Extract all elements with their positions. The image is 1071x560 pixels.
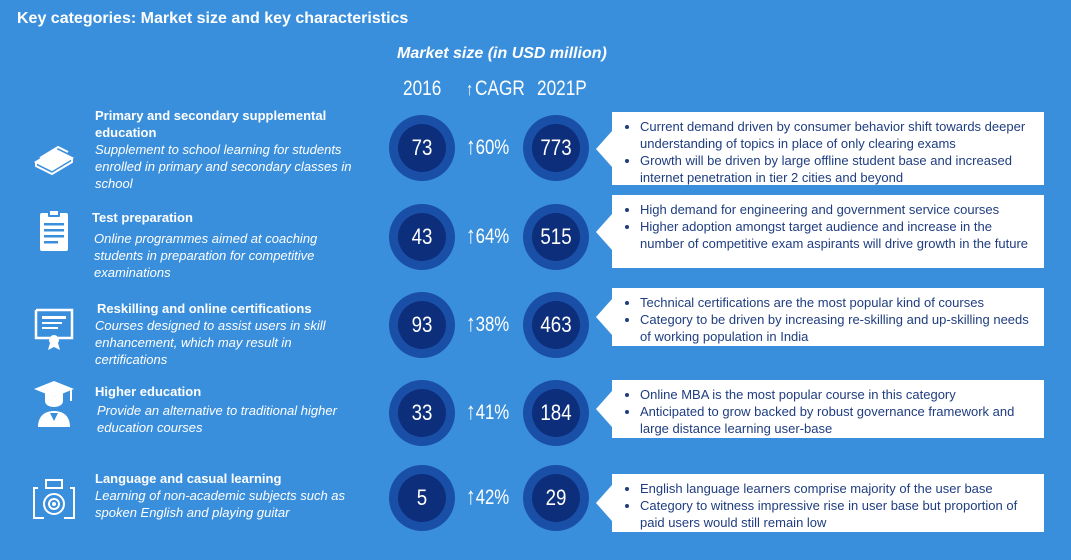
column-2021p: 2021P (537, 77, 587, 100)
value-2016-circle: 93 (389, 292, 455, 358)
category-row: Primary and secondary supplemental educa… (0, 107, 1071, 197)
up-arrow-icon: ↑ (466, 222, 476, 249)
value-2021: 29 (545, 485, 567, 510)
cagr-value: ↑42% (466, 483, 509, 511)
cagr-text: 38% (475, 313, 510, 336)
category-description: Online programmes aimed at coaching stud… (94, 231, 318, 280)
column-cagr-label: CAGR (475, 77, 525, 100)
cagr-value: ↑60% (466, 133, 509, 161)
certificate-icon (30, 302, 78, 350)
cagr-text: 60% (475, 136, 510, 159)
category-row: Language and casual learning Learning of… (0, 465, 1071, 560)
characteristic-item: Category to witness impressive rise in u… (640, 497, 1036, 531)
clipboard-icon (30, 207, 78, 255)
cagr-value: ↑38% (466, 310, 509, 338)
up-arrow-icon: ↑ (466, 398, 476, 425)
characteristic-item: Online MBA is the most popular course in… (640, 386, 1036, 403)
value-2021-circle: 29 (523, 465, 589, 531)
camera-icon (30, 474, 78, 522)
value-2016: 33 (411, 400, 433, 425)
market-size-heading: Market size (in USD million) (397, 45, 607, 62)
value-2021-circle: 773 (523, 115, 589, 181)
category-title: Higher education (95, 384, 202, 399)
category-title: Test preparation (92, 210, 193, 225)
characteristic-item: Category to be driven by increasing re-s… (640, 311, 1036, 345)
category-title: Language and casual learning (95, 471, 282, 486)
value-2016-circle: 43 (389, 204, 455, 270)
category-description: Provide an alternative to traditional hi… (97, 403, 337, 435)
cagr-text: 64% (475, 225, 510, 248)
category-row: Higher education Provide an alternative … (0, 380, 1071, 473)
characteristic-item: Growth will be driven by large offline s… (640, 152, 1036, 186)
column-cagr: ↑CAGR (466, 77, 525, 101)
page-title: Key categories: Market size and key char… (17, 10, 409, 27)
value-2021: 515 (540, 224, 572, 249)
up-arrow-icon: ↑ (466, 483, 476, 510)
books-icon (30, 132, 78, 180)
up-arrow-icon: ↑ (466, 310, 476, 337)
cagr-text: 41% (475, 401, 510, 424)
up-arrow-icon: ↑ (466, 79, 474, 99)
value-2016-circle: 73 (389, 115, 455, 181)
value-2016: 93 (411, 312, 433, 337)
characteristic-item: High demand for engineering and governme… (640, 201, 1036, 218)
cagr-text: 42% (475, 486, 510, 509)
cagr-value: ↑64% (466, 222, 509, 250)
value-2016: 43 (411, 224, 433, 249)
characteristic-item: Technical certifications are the most po… (640, 294, 1036, 311)
value-2021-circle: 515 (523, 204, 589, 270)
value-2021: 184 (540, 400, 572, 425)
value-2021: 463 (540, 312, 572, 337)
value-2021-circle: 463 (523, 292, 589, 358)
characteristics-box: Current demand driven by consumer behavi… (596, 112, 1044, 186)
characteristics-box: High demand for engineering and governme… (596, 195, 1044, 268)
value-2021-circle: 184 (523, 380, 589, 446)
column-2016: 2016 (403, 77, 442, 100)
category-description: Learning of non-academic subjects such a… (95, 488, 346, 520)
characteristic-item: Current demand driven by consumer behavi… (640, 118, 1036, 152)
up-arrow-icon: ↑ (466, 133, 476, 160)
category-title: Primary and secondary supplemental educa… (95, 108, 327, 140)
characteristics-box: English language learners comprise major… (596, 474, 1044, 532)
characteristics-box: Online MBA is the most popular course in… (596, 380, 1044, 438)
category-description: Supplement to school learning for studen… (95, 142, 352, 191)
value-2016-circle: 33 (389, 380, 455, 446)
characteristic-item: Higher adoption amongst target audience … (640, 218, 1036, 252)
characteristics-box: Technical certifications are the most po… (596, 288, 1044, 346)
category-title: Reskilling and online certifications (97, 301, 312, 316)
characteristic-item: Anticipated to grow backed by robust gov… (640, 403, 1036, 437)
category-description: Courses designed to assist users in skil… (95, 318, 326, 367)
category-row: Reskilling and online certifications Cou… (0, 288, 1071, 390)
characteristic-item: English language learners comprise major… (640, 480, 1036, 497)
category-row: Test preparation Online programmes aimed… (0, 195, 1071, 299)
value-2021: 773 (540, 135, 572, 160)
graduate-icon (30, 379, 78, 427)
value-2016: 73 (411, 135, 433, 160)
value-2016-circle: 5 (389, 465, 455, 531)
cagr-value: ↑41% (466, 398, 509, 426)
value-2016: 5 (416, 485, 428, 510)
